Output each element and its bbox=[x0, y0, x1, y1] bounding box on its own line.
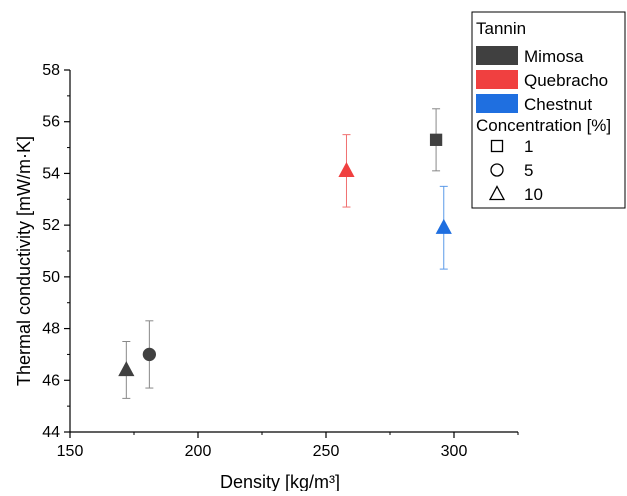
data-point-mimosa-1 bbox=[429, 133, 443, 146]
legend-label-mimosa: Mimosa bbox=[524, 47, 584, 66]
legend-marker-triangle bbox=[488, 185, 506, 201]
data-point-mimosa-5 bbox=[142, 347, 157, 362]
legend-concentration-label: 5 bbox=[524, 161, 533, 180]
legend-concentration-title: Concentration [%] bbox=[476, 116, 611, 135]
legend-label-chestnut: Chestnut bbox=[524, 95, 592, 114]
y-tick-label: 44 bbox=[42, 424, 60, 441]
legend-swatch bbox=[476, 94, 518, 113]
y-tick-label: 48 bbox=[42, 321, 60, 338]
legend-tannin-title: Tannin bbox=[476, 19, 526, 38]
y-tick-label: 56 bbox=[42, 114, 60, 131]
legend-marker-circle bbox=[490, 163, 504, 177]
data-point-quebracho-10 bbox=[338, 161, 355, 177]
legend-concentration-label: 10 bbox=[524, 185, 543, 204]
x-axis-title: Density [kg/m³] bbox=[220, 472, 340, 491]
axes: 44 46 48 50 52 54 56 58 150 200 250 300 bbox=[42, 62, 519, 460]
y-tick-label: 46 bbox=[42, 372, 60, 389]
legend-marker-square bbox=[490, 139, 504, 153]
y-tick-label: 54 bbox=[42, 165, 60, 182]
legend-swatch bbox=[476, 46, 518, 65]
legend-label-quebracho: Quebracho bbox=[524, 71, 608, 90]
x-tick-label: 300 bbox=[441, 443, 468, 460]
y-tick-label: 50 bbox=[42, 269, 60, 286]
x-tick-label: 200 bbox=[185, 443, 212, 460]
data-point-mimosa-10 bbox=[118, 361, 135, 377]
y-tick-label: 52 bbox=[42, 217, 60, 234]
y-tick-label: 58 bbox=[42, 62, 60, 79]
x-tick-label: 150 bbox=[57, 443, 84, 460]
y-axis-title: Thermal conductivity [mW/m·K] bbox=[14, 136, 34, 386]
legend: Tannin Mimosa Quebracho Chestnut Concentrati… bbox=[471, 11, 626, 209]
legend-swatch bbox=[476, 70, 518, 89]
legend-concentration-label: 1 bbox=[524, 137, 533, 156]
data-markers bbox=[118, 133, 452, 377]
data-point-chestnut-10 bbox=[435, 218, 452, 234]
x-tick-label: 250 bbox=[313, 443, 340, 460]
error-bars bbox=[122, 108, 448, 399]
